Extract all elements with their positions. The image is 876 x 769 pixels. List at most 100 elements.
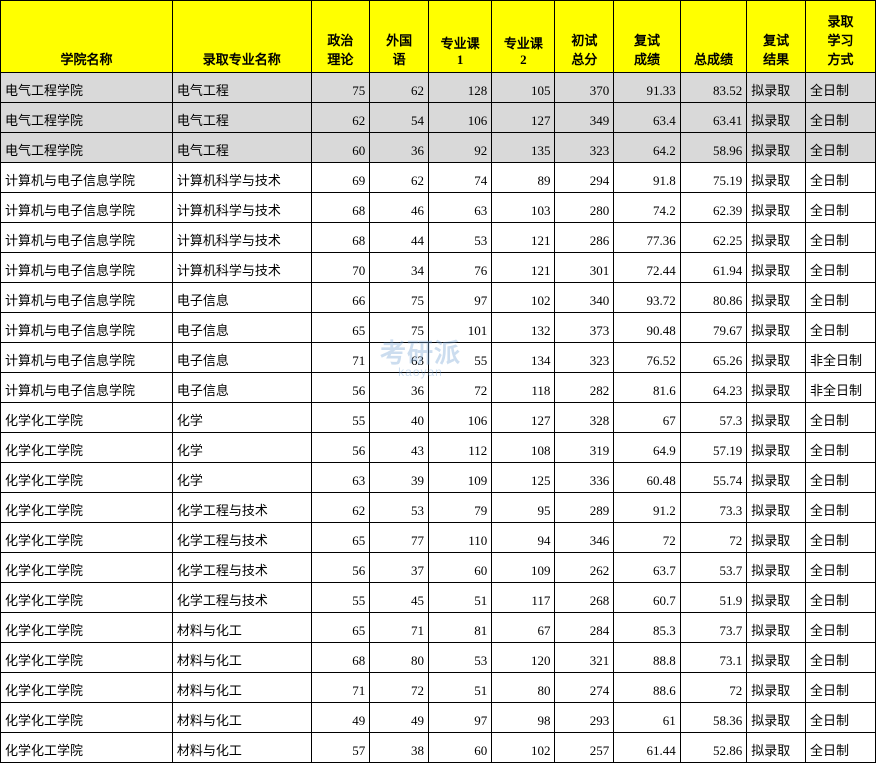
cell: 90.48 (614, 313, 681, 343)
header-col-1: 录取专业名称 (172, 1, 311, 73)
table-row: 电气工程学院电气工程60369213532364.258.96拟录取全日制 (1, 133, 876, 163)
cell: 化学工程与技术 (172, 523, 311, 553)
cell: 计算机与电子信息学院 (1, 283, 173, 313)
cell: 83.52 (680, 73, 747, 103)
table-row: 化学化工学院材料与化工57386010225761.4452.86拟录取全日制 (1, 733, 876, 763)
cell: 53 (429, 643, 492, 673)
cell: 68 (311, 223, 370, 253)
cell: 电气工程学院 (1, 103, 173, 133)
cell: 55 (429, 343, 492, 373)
cell: 323 (555, 343, 614, 373)
cell: 电气工程 (172, 133, 311, 163)
cell: 336 (555, 463, 614, 493)
cell: 68 (311, 643, 370, 673)
table-row: 化学化工学院材料与化工494997982936158.36拟录取全日制 (1, 703, 876, 733)
cell: 128 (429, 73, 492, 103)
cell: 81 (429, 613, 492, 643)
cell: 106 (429, 103, 492, 133)
cell: 64.23 (680, 373, 747, 403)
cell: 化学 (172, 463, 311, 493)
cell: 拟录取 (747, 583, 806, 613)
table-row: 计算机与电子信息学院电子信息657510113237390.4879.67拟录取… (1, 313, 876, 343)
cell: 全日制 (806, 283, 876, 313)
cell: 94 (492, 523, 555, 553)
header-col-8: 总成绩 (680, 1, 747, 73)
cell: 计算机科学与技术 (172, 253, 311, 283)
cell: 电子信息 (172, 283, 311, 313)
cell: 284 (555, 613, 614, 643)
cell: 69 (311, 163, 370, 193)
cell: 117 (492, 583, 555, 613)
cell: 60 (429, 733, 492, 763)
cell: 109 (429, 463, 492, 493)
cell: 材料与化工 (172, 673, 311, 703)
cell: 79 (429, 493, 492, 523)
cell: 79.67 (680, 313, 747, 343)
cell: 54 (370, 103, 429, 133)
table-row: 计算机与电子信息学院计算机科学与技术70347612130172.4461.94… (1, 253, 876, 283)
cell: 108 (492, 433, 555, 463)
cell: 计算机与电子信息学院 (1, 313, 173, 343)
cell: 73.7 (680, 613, 747, 643)
table-row: 计算机与电子信息学院电子信息56367211828281.664.23拟录取非全… (1, 373, 876, 403)
cell: 81.6 (614, 373, 681, 403)
cell: 91.33 (614, 73, 681, 103)
cell: 63 (311, 463, 370, 493)
cell: 93.72 (614, 283, 681, 313)
cell: 45 (370, 583, 429, 613)
cell: 全日制 (806, 523, 876, 553)
cell: 60.48 (614, 463, 681, 493)
cell: 64.9 (614, 433, 681, 463)
cell: 拟录取 (747, 253, 806, 283)
cell: 73.1 (680, 643, 747, 673)
cell: 拟录取 (747, 373, 806, 403)
cell: 拟录取 (747, 493, 806, 523)
cell: 280 (555, 193, 614, 223)
cell: 40 (370, 403, 429, 433)
cell: 46 (370, 193, 429, 223)
cell: 72 (680, 673, 747, 703)
cell: 73.3 (680, 493, 747, 523)
cell: 拟录取 (747, 523, 806, 553)
cell: 74 (429, 163, 492, 193)
cell: 化学化工学院 (1, 733, 173, 763)
cell: 非全日制 (806, 373, 876, 403)
table-row: 化学化工学院化学工程与技术56376010926263.753.7拟录取全日制 (1, 553, 876, 583)
cell: 340 (555, 283, 614, 313)
cell: 拟录取 (747, 463, 806, 493)
cell: 80 (370, 643, 429, 673)
cell: 262 (555, 553, 614, 583)
cell: 电气工程 (172, 103, 311, 133)
cell: 53.7 (680, 553, 747, 583)
cell: 61 (614, 703, 681, 733)
cell: 38 (370, 733, 429, 763)
table-row: 计算机与电子信息学院电子信息66759710234093.7280.86拟录取全… (1, 283, 876, 313)
cell: 294 (555, 163, 614, 193)
cell: 计算机与电子信息学院 (1, 343, 173, 373)
table-row: 计算机与电子信息学院计算机科学与技术68445312128677.3662.25… (1, 223, 876, 253)
cell: 拟录取 (747, 283, 806, 313)
cell: 102 (492, 283, 555, 313)
cell: 80.86 (680, 283, 747, 313)
header-col-5: 专业课2 (492, 1, 555, 73)
cell: 110 (429, 523, 492, 553)
cell: 计算机科学与技术 (172, 223, 311, 253)
cell: 计算机科学与技术 (172, 193, 311, 223)
cell: 97 (429, 703, 492, 733)
cell: 268 (555, 583, 614, 613)
cell: 71 (370, 613, 429, 643)
cell: 化学工程与技术 (172, 493, 311, 523)
cell: 112 (429, 433, 492, 463)
cell: 67 (492, 613, 555, 643)
cell: 56 (311, 433, 370, 463)
cell: 全日制 (806, 553, 876, 583)
cell: 80 (492, 673, 555, 703)
cell: 282 (555, 373, 614, 403)
cell: 拟录取 (747, 703, 806, 733)
cell: 57.19 (680, 433, 747, 463)
cell: 349 (555, 103, 614, 133)
admission-table: 学院名称录取专业名称政治理论外国语专业课1专业课2初试总分复试成绩总成绩复试结果… (0, 0, 876, 763)
cell: 77 (370, 523, 429, 553)
cell: 95 (492, 493, 555, 523)
header-col-6: 初试总分 (555, 1, 614, 73)
